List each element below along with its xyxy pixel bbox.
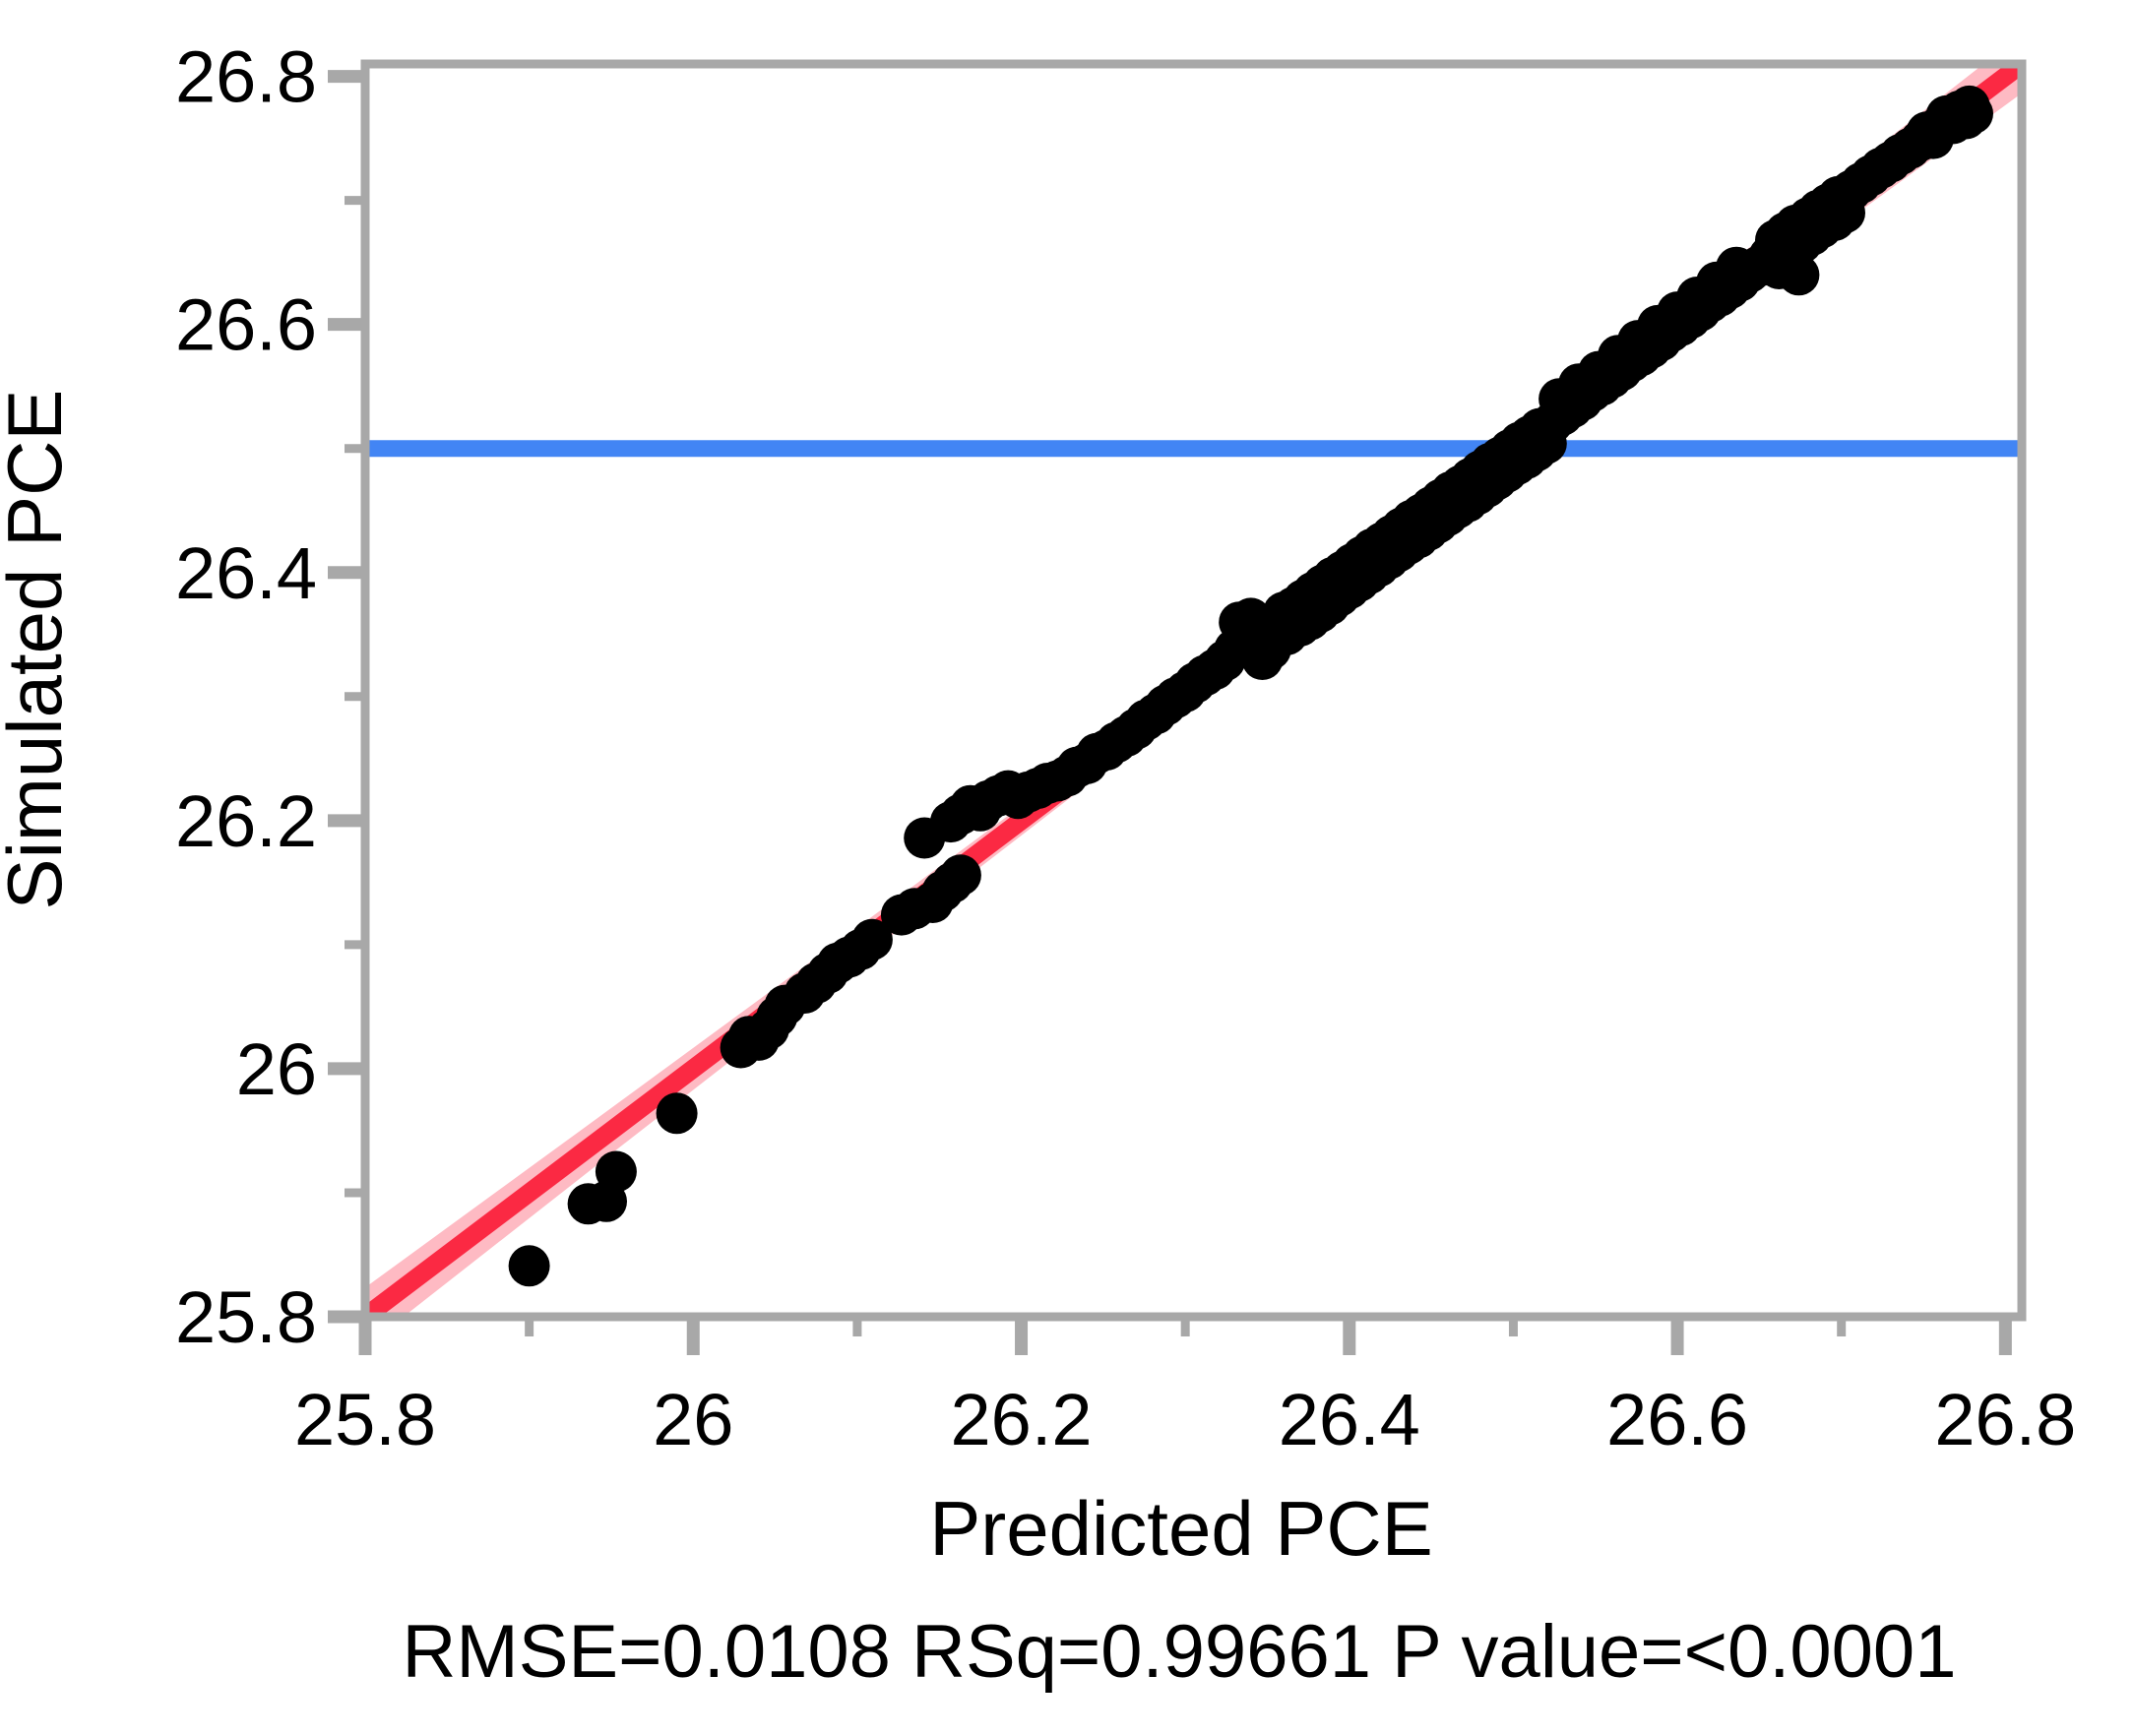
data-points xyxy=(508,85,1993,1287)
x-tick-label: 26 xyxy=(653,1379,733,1460)
x-tick-label: 25.8 xyxy=(294,1379,436,1460)
data-point[interactable] xyxy=(939,854,981,897)
x-tick-label: 26.4 xyxy=(1279,1379,1420,1460)
y-tick-label: 26.8 xyxy=(175,36,317,118)
y-tick-label: 26 xyxy=(236,1028,317,1110)
x-axis-title: Predicted PCE xyxy=(929,1485,1433,1572)
y-tick-label: 26.6 xyxy=(175,284,317,366)
stats-caption: RMSE=0.0108 RSq=0.99661 P value=<0.0001 xyxy=(403,1610,1957,1694)
y-tick-label: 26.4 xyxy=(175,532,317,614)
y-tick-label: 26.2 xyxy=(175,780,317,862)
axis-ticks xyxy=(328,70,2012,1355)
x-axis-tick-labels: 25.8 26 26.2 26.4 26.6 26.8 xyxy=(294,1379,2076,1460)
data-point[interactable] xyxy=(1778,254,1820,296)
y-tick-label: 25.8 xyxy=(175,1276,317,1358)
x-tick-label: 26.6 xyxy=(1606,1379,1748,1460)
y-axis-tick-labels: 25.8 26 26.2 26.4 26.6 26.8 xyxy=(175,36,317,1358)
data-point[interactable] xyxy=(850,918,893,961)
data-point[interactable] xyxy=(1229,597,1272,640)
data-point[interactable] xyxy=(656,1092,698,1135)
data-point[interactable] xyxy=(508,1245,550,1287)
plot-frame xyxy=(360,59,2027,1322)
y-axis-title: Simulated PCE xyxy=(0,390,78,910)
x-tick-label: 26.2 xyxy=(951,1379,1093,1460)
data-point[interactable] xyxy=(1952,93,1993,135)
data-point[interactable] xyxy=(595,1150,637,1193)
x-tick-label: 26.8 xyxy=(1934,1379,2076,1460)
